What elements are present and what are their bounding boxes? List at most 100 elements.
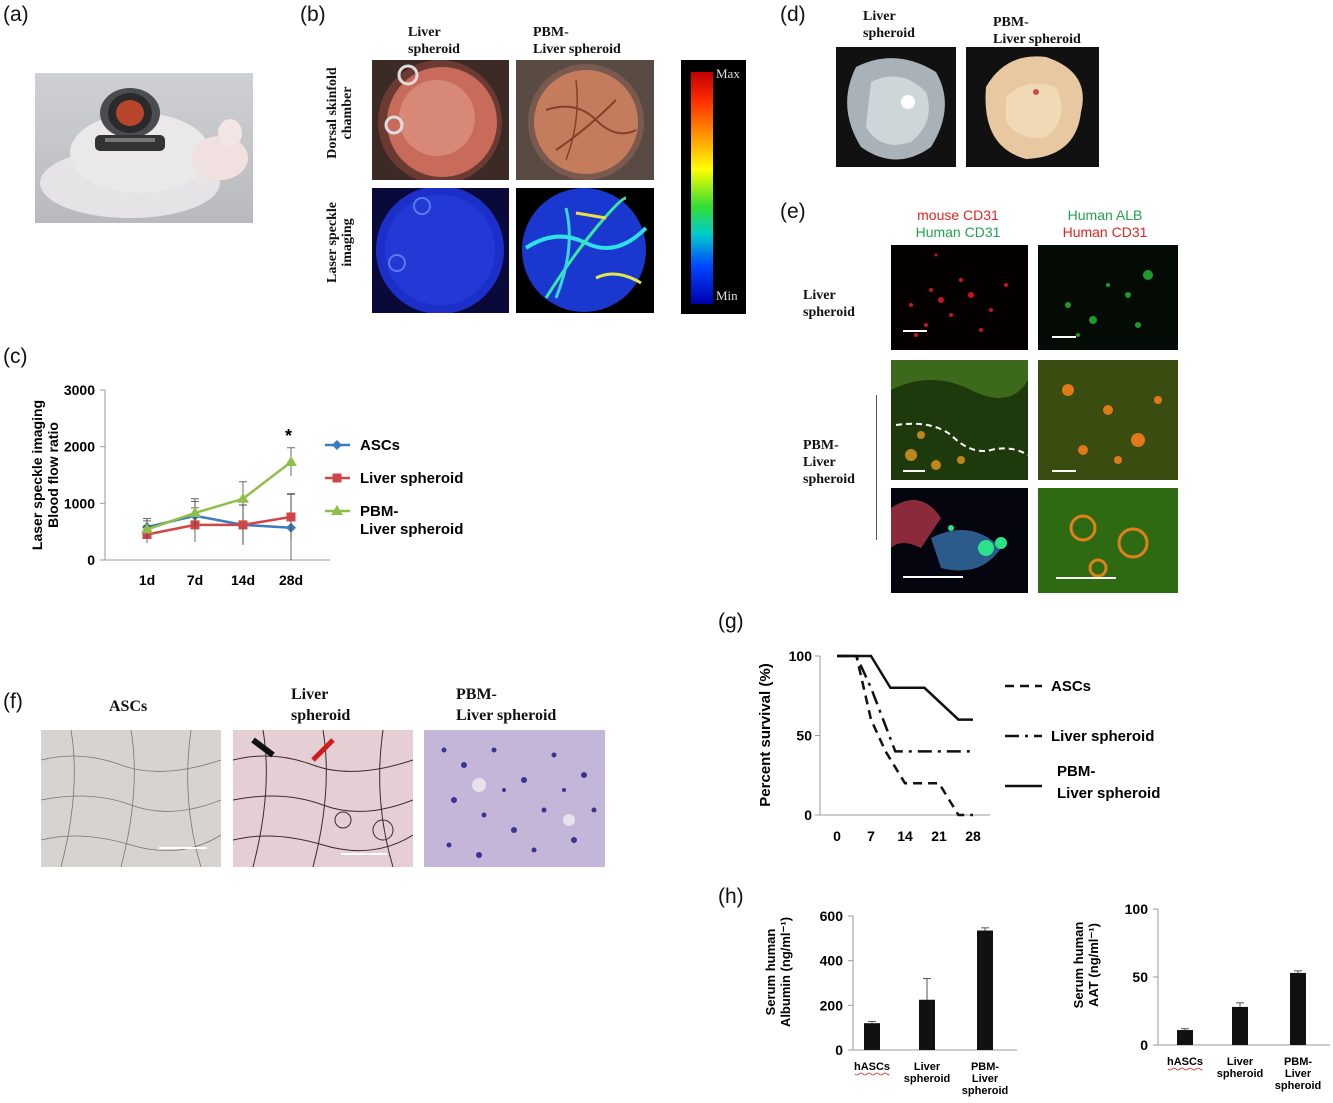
f-pbm-histology — [424, 730, 605, 867]
panel-label-g: (g) — [718, 610, 744, 633]
h2-bar — [1232, 1006, 1248, 1045]
f-ascs-histology — [41, 730, 221, 867]
b-col-pbm-liver-spheroid: PBM- Liver spheroid — [533, 25, 621, 57]
g-series-line — [837, 654, 973, 753]
c-ytick-label: 3000 — [64, 382, 95, 398]
c-legend-label: ASCs — [360, 437, 400, 454]
f-col-ascs: ASCs — [109, 698, 148, 715]
chart-c-blood-flow: 0 1000 2000 3000 1d 7d 14d 28d Laser speckle ima… — [29, 382, 463, 588]
c-ytick-label: 0 — [87, 552, 95, 568]
c-series-line — [146, 460, 292, 531]
b-scale-max: Max — [716, 66, 740, 81]
h2-bar — [1177, 1030, 1193, 1045]
f-col-pbm-liver-spheroid: PBM- Liver spheroid — [456, 686, 557, 724]
e-human-cd31-label: Human CD31 — [915, 224, 1001, 240]
panel-label-c: (c) — [3, 345, 28, 368]
c-xtick-label: 14d — [231, 572, 255, 588]
panel-label-d: (d) — [780, 3, 806, 26]
panel-label-e: (e) — [780, 200, 806, 223]
c-y-axis-label: Laser speckle imagingBlood flow ratio — [29, 400, 61, 550]
e-row-pbm-liver-spheroid: PBM- Liver spheroid — [803, 438, 855, 487]
c-xtick-label: 28d — [279, 572, 303, 588]
b-col-liver-spheroid: Liver spheroid — [408, 25, 460, 57]
h1-spellcheck-underline — [854, 1072, 890, 1076]
b-color-scale-bar: Max Min — [681, 60, 746, 314]
g-legend-label: PBM-Liver spheroid — [1057, 763, 1160, 802]
h2-spellcheck-underline — [1167, 1067, 1203, 1071]
h1-bar — [864, 1023, 880, 1050]
h2-ytick-label: 100 — [1125, 901, 1149, 917]
c-point — [141, 523, 153, 534]
e-col2-header: Human ALB Human CD31 — [1055, 207, 1155, 241]
e-col1-header: mouse CD31 Human CD31 — [908, 207, 1008, 241]
chart-h1-albumin: 0 200 400 600 hASCs Liver spheroid PBM-Liver sph… — [763, 908, 1017, 1097]
h2-xtick-label: Liver spheroid — [1217, 1056, 1263, 1080]
c-ytick-label: 1000 — [64, 495, 95, 511]
b-laser-pbm-image — [516, 188, 654, 313]
c-legend-marker — [332, 440, 342, 450]
e-img-r1c1 — [891, 245, 1028, 350]
c-xtick-label: 1d — [139, 572, 155, 588]
g-ytick-label: 100 — [789, 648, 813, 664]
h1-ytick-label: 0 — [835, 1042, 843, 1058]
b-chamber-pbm-photo — [516, 60, 654, 180]
chart-g-survival: 0 50 100 0 7 14 21 28 Percent survival (%) ASCs Li… — [757, 648, 1160, 844]
h1-bar — [977, 930, 993, 1050]
c-point — [285, 455, 297, 466]
c-significance-star: * — [285, 426, 292, 446]
b-row-dorsal-skinfold: Dorsal skinfold chamber — [325, 67, 355, 159]
panel-label-f: (f) — [3, 690, 23, 713]
h1-ytick-label: 200 — [820, 997, 844, 1013]
g-xtick-label: 0 — [833, 828, 841, 844]
d-col-pbm-liver-spheroid: PBM- Liver spheroid — [993, 15, 1081, 47]
c-point — [238, 520, 248, 530]
b-row-laser-speckle: Laser speckle imaging — [325, 202, 355, 284]
h1-xtick-label: Liver spheroid — [904, 1061, 950, 1085]
h2-y-axis-label: Serum humanAAT (ng/ml⁻¹) — [1071, 922, 1101, 1009]
e-img-r3c1 — [891, 488, 1028, 593]
e-row-bracket-line — [876, 395, 877, 540]
e-row-liver-spheroid: Liver spheroid — [803, 288, 855, 320]
c-legend-marker — [331, 505, 343, 515]
chart-h2-plot: 0 50 100 hASCs Liver spheroid PBM-Liver spheroi… — [1071, 901, 1330, 1092]
c-legend-label: PBM-Liver spheroid — [360, 503, 463, 538]
g-series-line — [837, 654, 973, 721]
e-img-r2c1 — [891, 360, 1028, 480]
g-xtick-label: 14 — [897, 828, 913, 844]
chart-g-plot: 0 50 100 0 7 14 21 28 Percent survival (%) ASCs Li… — [757, 648, 1160, 844]
c-series-line — [146, 515, 292, 536]
g-xtick-label: 28 — [965, 828, 981, 844]
g-legend-label: Liver spheroid — [1051, 728, 1154, 745]
e-img-r2c2 — [1038, 360, 1178, 480]
b-scale-min: Min — [716, 288, 738, 303]
g-ytick-label: 50 — [796, 728, 812, 744]
f-liver-spheroid-histology — [233, 730, 413, 867]
h1-xtick-label: hASCs — [854, 1061, 890, 1073]
chart-h1-plot: 0 200 400 600 hASCs Liver spheroid PBM-Liver sph… — [763, 908, 1017, 1097]
h2-bar — [1290, 972, 1306, 1045]
panel-label-b: (b) — [300, 3, 326, 26]
d-col-liver-spheroid: Liver spheroid — [863, 9, 915, 41]
c-legend-marker — [332, 473, 342, 483]
e-human-alb-label: Human ALB — [1067, 207, 1143, 223]
g-xtick-label: 21 — [931, 828, 947, 844]
c-xtick-label: 7d — [187, 572, 203, 588]
h1-ytick-label: 600 — [820, 908, 844, 924]
b-chamber-liver-photo — [372, 60, 509, 180]
g-y-axis-label: Percent survival (%) — [757, 663, 774, 806]
e-img-r3c2 — [1038, 488, 1178, 593]
c-ytick-label: 2000 — [64, 439, 95, 455]
e-human-cd31-label-2: Human CD31 — [1062, 224, 1148, 240]
c-point — [189, 506, 201, 517]
h2-ytick-label: 0 — [1140, 1037, 1148, 1053]
chart-h2-aat: 0 50 100 hASCs Liver spheroid PBM-Liver spheroi… — [1071, 901, 1330, 1092]
c-point — [286, 512, 296, 522]
g-xtick-label: 7 — [867, 828, 875, 844]
h2-xtick-label: hASCs — [1167, 1056, 1203, 1068]
h2-ytick-label: 50 — [1132, 969, 1148, 985]
mouse-chamber-photo — [35, 73, 253, 223]
chart-c-plot: 0 1000 2000 3000 1d 7d 14d 28d Laser speckle ima… — [29, 382, 463, 588]
g-ytick-label: 0 — [804, 807, 812, 823]
h1-ytick-label: 400 — [820, 953, 844, 969]
d-liver-spheroid-photo — [836, 47, 956, 167]
